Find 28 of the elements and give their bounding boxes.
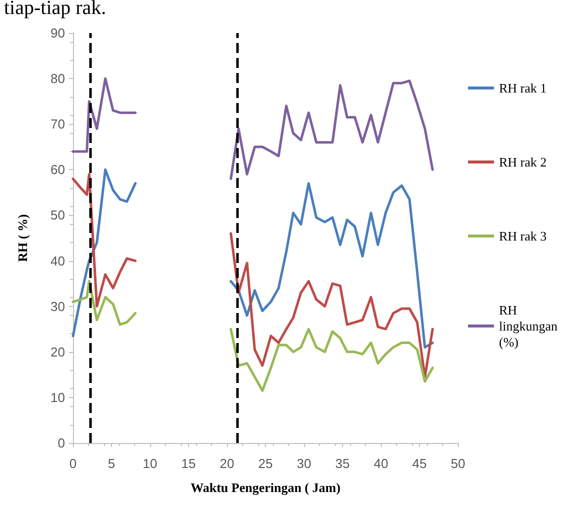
x-axis-title: Waktu Pengeringan ( Jam) — [190, 480, 340, 495]
y-tick-label: 40 — [50, 253, 65, 268]
x-tick-label: 25 — [258, 456, 273, 471]
y-tick-label: 80 — [50, 71, 65, 86]
legend-label: RH rak 2 — [499, 154, 547, 170]
x-tick-label: 15 — [181, 456, 196, 471]
x-tick-label: 0 — [69, 456, 77, 471]
y-axis-title: RH ( %) — [15, 214, 30, 262]
text: tiap-tiap rak. — [4, 0, 106, 19]
y-tick-label: 0 — [58, 436, 65, 450]
y-tick-label: 60 — [50, 162, 65, 178]
x-tick-label: 40 — [374, 456, 388, 471]
legend-label: RH lingkungan (%) — [499, 302, 561, 350]
x-tick-label: 20 — [220, 456, 234, 471]
y-tick-label: 90 — [50, 26, 65, 40]
x-tick-label: 45 — [412, 456, 427, 471]
x-tick-label: 10 — [142, 456, 158, 471]
y-tick-label: 30 — [50, 298, 65, 314]
y-tick-label: 50 — [50, 208, 65, 223]
y-tick-label: 10 — [50, 390, 65, 405]
x-tick-label: 35 — [335, 456, 350, 471]
y-tick-label: 70 — [50, 116, 65, 132]
legend-label: RH rak 3 — [499, 228, 547, 244]
legend-label: RH rak 1 — [499, 80, 547, 96]
x-tick-label: 5 — [108, 456, 116, 471]
x-tick-label: 30 — [296, 456, 312, 471]
x-tick-label: 50 — [450, 456, 466, 471]
y-tick-label: 20 — [50, 344, 65, 360]
